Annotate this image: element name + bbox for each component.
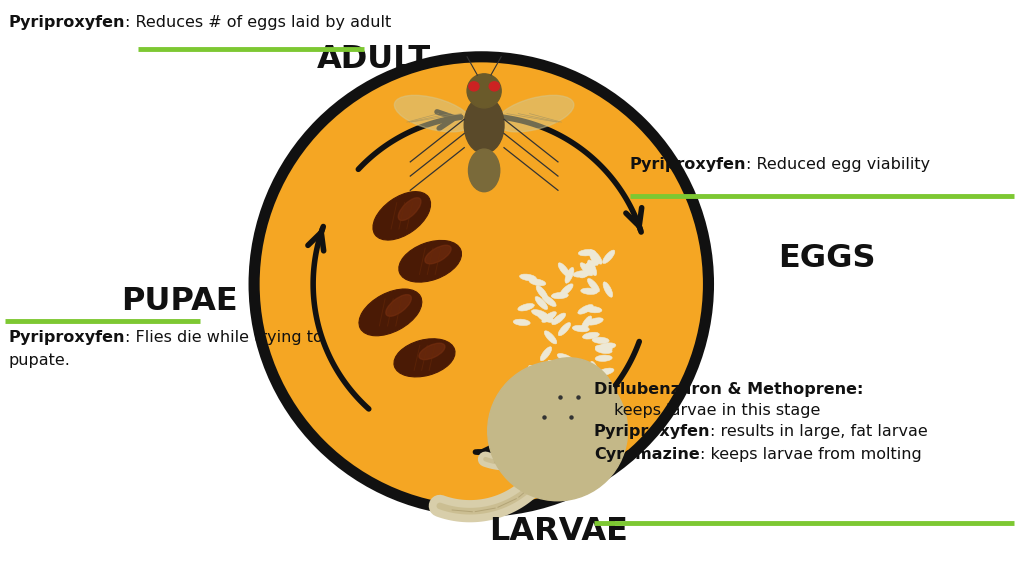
Ellipse shape <box>537 286 548 299</box>
Ellipse shape <box>542 295 556 307</box>
Ellipse shape <box>425 245 452 264</box>
Ellipse shape <box>581 263 593 276</box>
Ellipse shape <box>599 343 615 349</box>
Ellipse shape <box>573 271 590 277</box>
Ellipse shape <box>519 274 537 281</box>
Text: Pyriproxyfen: Pyriproxyfen <box>594 424 711 439</box>
Ellipse shape <box>548 362 563 371</box>
Ellipse shape <box>553 367 564 382</box>
Ellipse shape <box>541 346 552 361</box>
Ellipse shape <box>497 95 573 132</box>
Ellipse shape <box>585 306 602 313</box>
Text: pupate.: pupate. <box>8 353 70 368</box>
Ellipse shape <box>591 250 602 264</box>
Text: ADULT: ADULT <box>316 44 431 75</box>
Ellipse shape <box>578 304 593 314</box>
Ellipse shape <box>583 332 599 339</box>
Ellipse shape <box>565 268 573 283</box>
Ellipse shape <box>531 310 548 318</box>
Ellipse shape <box>513 319 530 325</box>
Ellipse shape <box>398 198 421 220</box>
Ellipse shape <box>581 266 594 278</box>
Ellipse shape <box>581 288 598 294</box>
Ellipse shape <box>588 260 597 275</box>
Ellipse shape <box>469 82 479 91</box>
Text: Pyriproxyfen: Pyriproxyfen <box>8 331 125 345</box>
Ellipse shape <box>559 361 574 371</box>
Ellipse shape <box>464 97 504 153</box>
Ellipse shape <box>603 282 612 297</box>
Text: LARVAE: LARVAE <box>488 516 628 546</box>
Ellipse shape <box>584 260 600 269</box>
Ellipse shape <box>373 191 431 240</box>
Ellipse shape <box>597 368 614 375</box>
Ellipse shape <box>419 343 445 360</box>
Text: : Reduces # of eggs laid by adult: : Reduces # of eggs laid by adult <box>125 15 391 30</box>
Text: keeps larvae in this stage: keeps larvae in this stage <box>613 403 820 417</box>
Circle shape <box>487 361 628 501</box>
Ellipse shape <box>579 249 595 256</box>
Ellipse shape <box>589 250 598 265</box>
Ellipse shape <box>489 82 500 91</box>
Ellipse shape <box>588 278 599 292</box>
Ellipse shape <box>518 303 535 311</box>
Ellipse shape <box>359 289 422 336</box>
Ellipse shape <box>551 293 568 299</box>
Ellipse shape <box>572 362 589 370</box>
Ellipse shape <box>557 353 573 362</box>
Ellipse shape <box>469 149 500 192</box>
Ellipse shape <box>386 295 412 316</box>
Ellipse shape <box>572 325 589 332</box>
Text: PUPAE: PUPAE <box>121 286 238 316</box>
Ellipse shape <box>398 240 462 282</box>
Text: : Flies die while trying to: : Flies die while trying to <box>125 331 323 345</box>
Text: Pyriproxyfen: Pyriproxyfen <box>630 157 746 172</box>
Circle shape <box>467 74 501 108</box>
Ellipse shape <box>595 345 612 352</box>
Ellipse shape <box>590 361 599 377</box>
Ellipse shape <box>538 314 554 323</box>
Ellipse shape <box>603 250 614 264</box>
Text: Pyriproxyfen: Pyriproxyfen <box>8 15 125 30</box>
Ellipse shape <box>394 95 472 132</box>
Ellipse shape <box>595 347 612 353</box>
Ellipse shape <box>587 318 603 325</box>
Ellipse shape <box>592 337 609 344</box>
Ellipse shape <box>545 331 557 344</box>
Ellipse shape <box>558 263 569 277</box>
Circle shape <box>521 358 617 454</box>
Ellipse shape <box>542 312 556 323</box>
Ellipse shape <box>529 279 546 286</box>
Circle shape <box>254 57 709 511</box>
Text: : keeps larvae from molting: : keeps larvae from molting <box>699 447 922 462</box>
Text: Cyromazine: Cyromazine <box>594 447 699 462</box>
Ellipse shape <box>394 339 455 377</box>
Ellipse shape <box>595 355 612 361</box>
Text: : results in large, fat larvae: : results in large, fat larvae <box>711 424 928 439</box>
Ellipse shape <box>548 360 560 374</box>
Ellipse shape <box>560 284 573 296</box>
Ellipse shape <box>536 296 548 310</box>
Ellipse shape <box>528 365 544 375</box>
Text: Diflubenzuron & Methoprene:: Diflubenzuron & Methoprene: <box>594 382 863 396</box>
Text: : Reduced egg viability: : Reduced egg viability <box>746 157 931 172</box>
Ellipse shape <box>581 316 592 331</box>
Ellipse shape <box>552 313 565 325</box>
Ellipse shape <box>558 323 570 336</box>
Text: EGGS: EGGS <box>778 243 876 274</box>
